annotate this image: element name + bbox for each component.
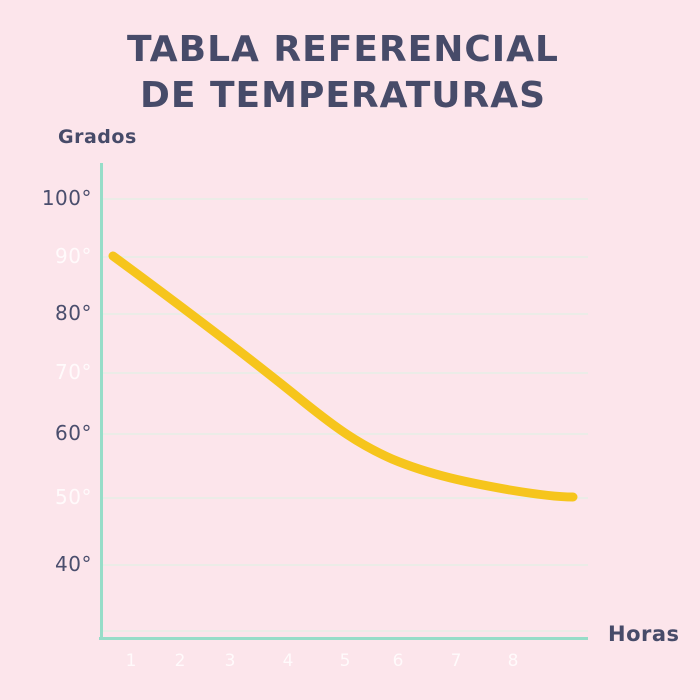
x-tick-5: 5 [339,651,351,671]
x-tick-1: 1 [125,651,137,671]
x-axis-line [99,637,588,640]
y-tick-60: 60° [55,421,92,445]
page-title-line1: TABLA REFERENCIAL [127,29,559,70]
gridline-50 [101,497,588,499]
y-tick-90: 90° [55,244,92,268]
page-title-line2: DE TEMPERATURAS [139,75,547,116]
y-tick-80: 80° [55,301,92,325]
x-tick-2: 2 [174,651,186,671]
x-tick-7: 7 [450,651,462,671]
x-axis-title: Horas [608,622,680,646]
gridline-90 [101,256,588,258]
gridline-40 [101,564,588,566]
gridline-80 [101,313,588,315]
y-axis-title: Grados [58,126,137,148]
y-axis-line [100,163,103,640]
gridline-100 [101,198,588,200]
y-tick-70: 70° [55,360,92,384]
gridline-bottom [101,630,588,632]
page-title: TABLA REFERENCIAL DE TEMPERATURAS [0,27,686,119]
x-tick-6: 6 [392,651,404,671]
x-tick-3: 3 [224,651,236,671]
y-tick-100: 100° [41,186,92,210]
y-tick-50: 50° [55,485,92,509]
gridline-60 [101,433,588,435]
gridline-70 [101,372,588,374]
x-tick-4: 4 [282,651,294,671]
temperature-curve [108,251,578,502]
y-tick-40: 40° [55,552,92,576]
x-tick-8: 8 [507,651,519,671]
